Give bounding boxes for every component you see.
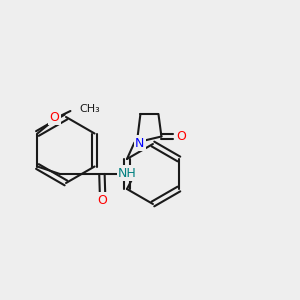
Text: CH₃: CH₃ — [80, 104, 100, 115]
Text: O: O — [176, 130, 186, 143]
Text: O: O — [98, 194, 107, 207]
Text: NH: NH — [118, 167, 137, 180]
Text: O: O — [50, 111, 59, 124]
Text: N: N — [135, 136, 145, 150]
